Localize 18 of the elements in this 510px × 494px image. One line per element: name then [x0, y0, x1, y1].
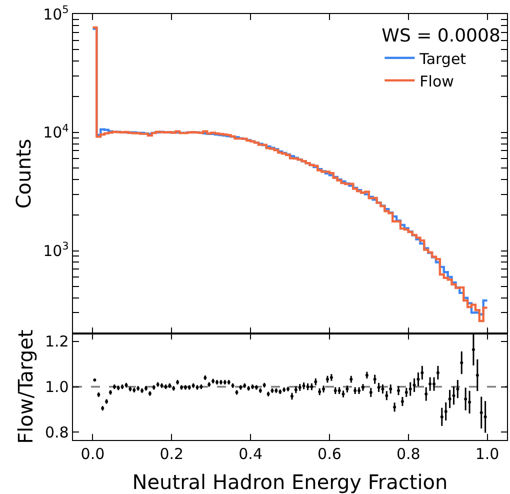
x-axis-title: Neutral Hadron Energy Fraction	[132, 470, 448, 494]
x-tick-label: 0.2	[160, 445, 184, 464]
y-axis-title: Counts	[12, 138, 36, 209]
y-tick-label: 1.2	[44, 332, 69, 351]
y-tick-label: 0.8	[44, 423, 69, 442]
y-tick-label: 10$^{3}$	[43, 240, 69, 260]
x-tick-label: 1.0	[475, 445, 500, 464]
x-tick-label: 0.4	[238, 445, 262, 464]
x-tick-label: 0.6	[318, 445, 342, 464]
legend-label: Flow	[420, 72, 454, 90]
y-tick-label: 10$^{5}$	[43, 4, 69, 24]
y-axis-title: Flow/Target	[13, 329, 38, 444]
x-tick-label: 0.8	[396, 445, 420, 464]
y-tick-label: 10$^{4}$	[43, 122, 70, 142]
x-tick-label: 0.0	[80, 445, 105, 464]
legend-title: WS = 0.0008	[382, 26, 500, 47]
legend-label: Target	[418, 50, 466, 68]
y-tick-label: 1.0	[44, 378, 69, 396]
